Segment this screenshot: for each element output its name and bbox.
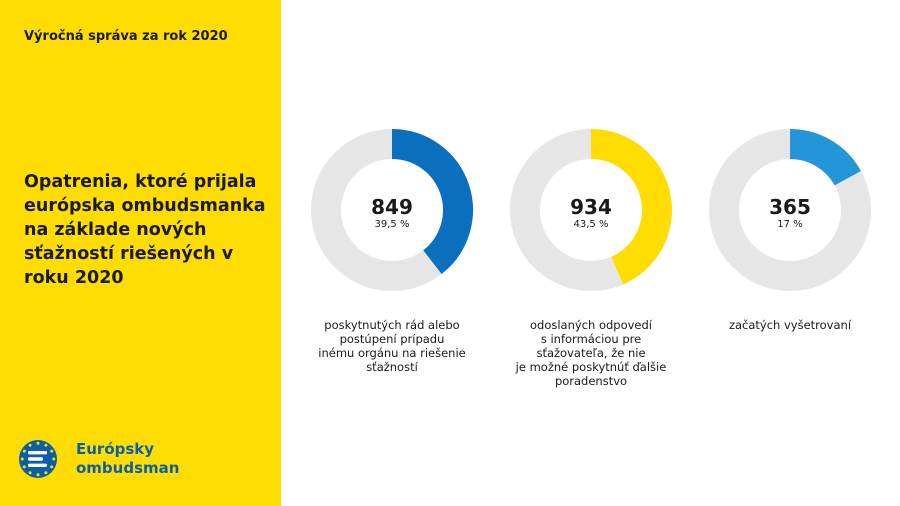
donut-segment [391, 129, 473, 274]
donut-svg [510, 129, 672, 291]
donut-caption: odoslaných odpovedí s informáciou pre sť… [491, 318, 691, 388]
report-label: Výročná správa za rok 2020 [24, 29, 228, 44]
donut-segment [789, 129, 861, 187]
donut-value: 849 [371, 195, 413, 219]
donut-chart-advice: 849 39,5 % poskytnutých rád alebo postúp… [292, 128, 492, 374]
donut-percent: 39,5 % [374, 219, 410, 230]
caption-line: poskytnutých rád alebo [324, 318, 460, 332]
caption-line: je možné poskytnúť ďalšie [515, 360, 667, 374]
donut-svg [311, 129, 473, 291]
donut-chart-inquiries: 365 17 % začatých vyšetrovaní [690, 128, 890, 332]
headline-line: na základe nových [24, 220, 207, 240]
donut-value: 934 [570, 195, 612, 219]
caption-line: s informáciou pre [540, 332, 642, 346]
logo-text-line: ombudsman [76, 459, 180, 477]
donut-charts: 849 39,5 % poskytnutých rád alebo postúp… [281, 0, 900, 506]
headline-line: sťažností riešených v [24, 244, 234, 264]
headline-line: Opatrenia, ktoré prijala [24, 172, 257, 192]
donut-chart-replies: 934 43,5 % odoslaných odpovedí s informá… [491, 128, 691, 388]
logo-text: Európsky ombudsman [76, 440, 179, 478]
donut-percent: 17 % [777, 219, 803, 230]
caption-line: začatých vyšetrovaní [728, 318, 852, 332]
donut-value: 365 [769, 195, 811, 219]
caption-line: odoslaných odpovedí [529, 318, 652, 332]
headline-line: európska ombudsmanka [24, 196, 266, 216]
caption-line: sťažovateľa, že nie [536, 346, 646, 360]
donut-segment [590, 129, 672, 285]
donut-caption: poskytnutých rád alebo postúpení prípadu… [292, 318, 492, 374]
caption-line: inému orgánu na riešenie [318, 346, 466, 360]
sidebar-panel: Výročná správa za rok 2020 Opatrenia, kt… [0, 0, 281, 506]
caption-line: sťažností [366, 360, 418, 374]
headline: Opatrenia, ktoré prijala európska ombuds… [24, 170, 274, 290]
donut-percent: 43,5 % [573, 219, 609, 230]
donut-caption: začatých vyšetrovaní [690, 318, 890, 332]
caption-line: poradenstvo [554, 374, 628, 388]
ombudsman-emblem-icon [19, 440, 57, 478]
ombudsman-logo: Európsky ombudsman [19, 440, 179, 478]
donut-svg [709, 129, 871, 291]
headline-line: roku 2020 [24, 268, 124, 288]
logo-text-line: Európsky [76, 440, 155, 458]
caption-line: postúpení prípadu [339, 332, 445, 346]
